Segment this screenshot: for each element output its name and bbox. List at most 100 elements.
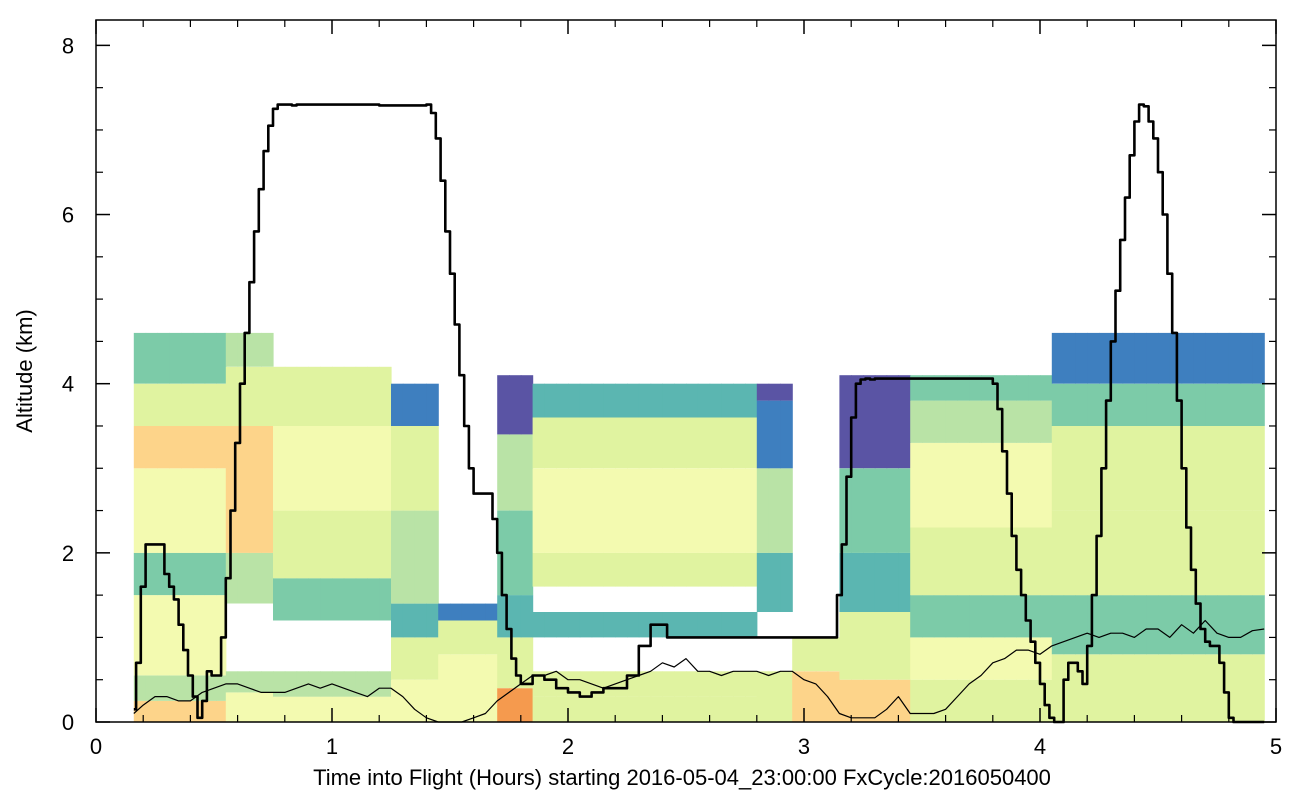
heatmap-cell-283	[662, 671, 675, 697]
x-tick-label: 4	[1034, 734, 1046, 759]
heatmap-cell-71	[237, 671, 250, 693]
heatmap-cell-414	[945, 595, 958, 638]
heatmap-cell-556	[1205, 426, 1218, 511]
heatmap-cell-287	[662, 417, 675, 469]
heatmap-cell-332	[745, 671, 758, 697]
heatmap-cell-167	[426, 637, 439, 680]
heatmap-cell-212	[544, 696, 557, 722]
heatmap-cell-205	[532, 696, 545, 722]
heatmap-cell-317	[721, 696, 734, 722]
heatmap-cell-32	[181, 700, 194, 722]
heatmap-cell-355	[804, 671, 817, 722]
heatmap-cell-531	[1158, 510, 1171, 596]
heatmap-cell-72	[237, 552, 250, 604]
heatmap-cell-389	[898, 468, 911, 553]
heatmap-cell-265	[627, 468, 640, 553]
heatmap-cell-246	[591, 383, 604, 418]
heatmap-cell-230	[568, 468, 581, 553]
heatmap-cell-251	[603, 468, 616, 553]
heatmap-cell-508	[1110, 426, 1124, 511]
heatmap-cell-73	[237, 426, 250, 553]
heatmap-cell-357	[815, 671, 829, 722]
heatmap-cell-163	[414, 510, 427, 604]
heatmap-cell-292	[674, 552, 687, 587]
heatmap-cell-546	[1181, 332, 1194, 384]
heatmap-cell-53	[204, 426, 217, 469]
heatmap-cell-415	[945, 527, 958, 596]
y-tick-label: 0	[62, 710, 74, 735]
heatmap-cell-400	[922, 595, 935, 638]
heatmap-cell-216	[544, 468, 557, 553]
heatmap-cell-333	[745, 612, 758, 638]
heatmap-cell-267	[627, 383, 640, 418]
heatmap-cell-490	[1075, 426, 1088, 511]
x-axis-title: Time into Flight (Hours) starting 2016-0…	[313, 765, 1051, 790]
heatmap-cell-439	[981, 375, 994, 401]
heatmap-cell-384	[886, 468, 899, 553]
heatmap-cell-486	[1063, 332, 1076, 384]
heatmap-cell-259	[615, 417, 628, 469]
heatmap-cell-85	[261, 426, 274, 553]
heatmap-cell-452	[1004, 400, 1017, 443]
heatmap-cell-44	[192, 468, 206, 553]
heatmap-cell-472	[1040, 442, 1053, 528]
heatmap-cell-390	[898, 375, 911, 469]
heatmap-cell-4	[133, 468, 147, 553]
heatmap-cell-563	[1217, 383, 1230, 426]
heatmap-cell-229	[568, 552, 581, 587]
heatmap-cell-550	[1193, 426, 1206, 511]
heatmap-cell-376	[874, 679, 888, 722]
heatmap-cell-99	[284, 366, 298, 426]
heatmap-cell-570	[1228, 332, 1242, 384]
heatmap-cell-139	[367, 510, 380, 579]
x-tick-label: 1	[326, 734, 338, 759]
heatmap-cell-551	[1193, 383, 1206, 426]
heatmap-cell-520	[1134, 426, 1147, 511]
heatmap-cell-201	[520, 595, 534, 638]
heatmap-cell-209	[532, 468, 545, 553]
heatmap-cell-160	[414, 679, 427, 722]
heatmap-cell-347	[768, 383, 781, 401]
heatmap-cell-60	[216, 468, 227, 553]
heatmap-cell-329	[733, 417, 746, 469]
heatmap-cell-524	[1146, 595, 1159, 655]
heatmap-cell-422	[957, 527, 970, 596]
heatmap-cell-129	[343, 366, 357, 426]
heatmap-cell-162	[414, 603, 427, 638]
heatmap-cell-575	[1240, 383, 1253, 426]
heatmap-cell-506	[1110, 595, 1124, 655]
heatmap-cell-147	[379, 366, 392, 426]
heatmap-cell-378	[874, 552, 888, 612]
heatmap-cell-481	[1063, 654, 1076, 722]
heatmap-cell-31	[169, 332, 182, 384]
heatmap-cell-250	[603, 552, 616, 587]
heatmap-cell-33	[181, 675, 194, 701]
heatmap-cell-264	[627, 552, 640, 587]
heatmap-cell-153	[391, 383, 404, 426]
heatmap-cell-424	[957, 400, 970, 443]
heatmap-cell-225	[556, 383, 569, 418]
heatmap-cell-410	[933, 400, 947, 443]
heatmap-cell-359	[827, 671, 840, 722]
heatmap-cell-272	[638, 468, 652, 553]
heatmap-cell-294	[674, 417, 687, 469]
heatmap-cell-448	[1004, 637, 1017, 680]
heatmap-cell-368	[851, 552, 864, 612]
heatmap-cell-453	[1004, 375, 1017, 401]
heatmap-cell-348	[780, 671, 793, 722]
heatmap-cell-382	[886, 612, 899, 680]
heatmap-cell-403	[922, 400, 935, 443]
heatmap-cell-263	[627, 612, 640, 638]
heatmap-cell-43	[192, 552, 206, 596]
x-tick-label: 0	[90, 734, 102, 759]
heatmap-cell-47	[192, 332, 206, 384]
heatmap-cell-16	[157, 700, 170, 722]
heatmap-cell-537	[1169, 510, 1183, 596]
heatmap-cell-228	[568, 612, 581, 638]
heatmap-cell-257	[615, 552, 628, 587]
heatmap-cell-454	[1016, 679, 1029, 722]
heatmap-cell-401	[922, 527, 935, 596]
heatmap-cell-293	[674, 468, 687, 553]
heatmap-cell-236	[579, 552, 593, 587]
heatmap-cell-312	[709, 612, 722, 638]
